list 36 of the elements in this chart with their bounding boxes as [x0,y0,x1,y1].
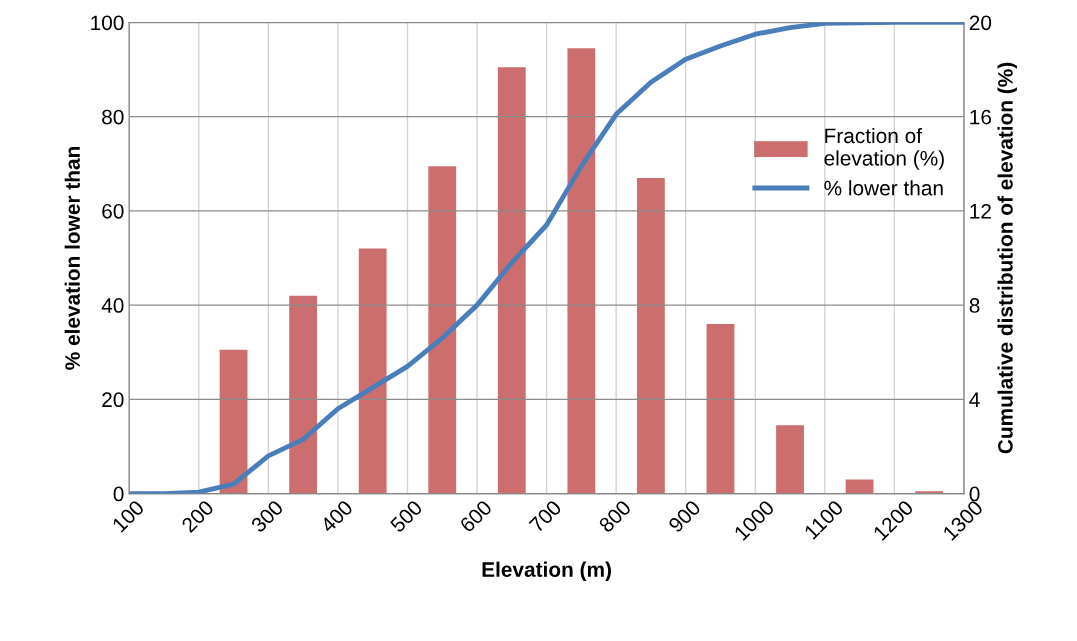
y2-tick-label: 16 [970,109,992,125]
y2-tick-label: 0 [969,486,980,502]
x-tick-label: 800 [598,499,632,534]
legend-label: % lower than [824,180,943,196]
x-tick-label: 600 [459,499,493,534]
bar [289,295,318,494]
y2-axis-title: Cumulative distribution of elevation (%) [997,62,1017,454]
legend-label: Fraction of elevation (%) [824,127,944,170]
x-tick-label: 900 [667,499,702,534]
bar [845,479,874,494]
bar [358,248,387,494]
x-tick-label: 300 [250,499,285,534]
bar [497,67,526,494]
y2-tick-label: 8 [969,298,980,313]
bar [219,349,248,494]
y-axis-title: % elevation lower than [64,146,80,370]
x-tick-label: 500 [389,499,424,534]
x-tick-label: 400 [319,499,354,534]
y2-tick-label: 20 [969,15,992,31]
y-tick-label: 80 [102,109,124,125]
line-series [129,22,964,494]
y-tick-label: 0 [113,486,124,502]
y-tick-label: 60 [102,203,124,219]
y-tick-label: 100 [91,15,124,31]
bar [567,48,596,494]
bar [706,323,735,494]
y2-tick-label: 12 [970,203,991,219]
x-tick-label: 200 [180,499,215,534]
bar [428,166,457,494]
y2-tick-label: 4 [969,392,980,407]
bar [776,425,804,494]
bar [637,177,665,494]
y-tick-label: 20 [102,392,124,408]
x-tick-label: 700 [528,499,563,534]
x-axis-title: Elevation (m) [482,561,611,582]
y-tick-label: 40 [101,298,124,313]
